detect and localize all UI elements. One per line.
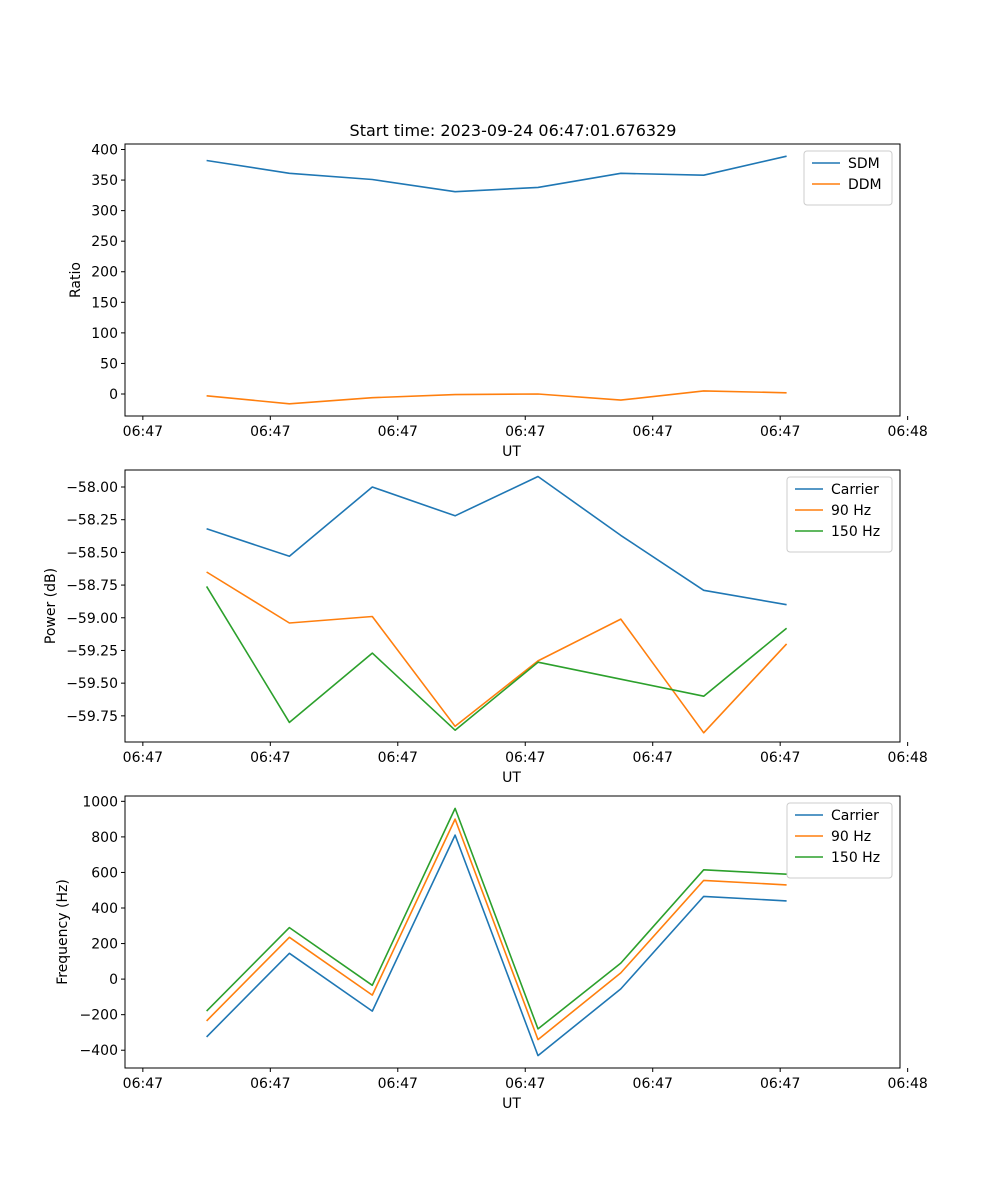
y-tick-label: 150 — [91, 295, 118, 311]
figure-title: Start time: 2023-09-24 06:47:01.676329 — [350, 121, 677, 140]
x-tick-label: 06:47 — [633, 1076, 673, 1092]
x-tick-label: 06:47 — [633, 424, 673, 440]
x-axis-label: UT — [502, 770, 521, 786]
x-tick-label: 06:47 — [250, 750, 290, 766]
y-tick-label: 0 — [109, 387, 118, 403]
x-tick-label: 06:47 — [760, 1076, 800, 1092]
legend-label: Carrier — [831, 482, 879, 498]
y-tick-label: −58.75 — [66, 578, 118, 594]
y-tick-label: −59.25 — [66, 643, 118, 659]
y-tick-label: 400 — [91, 901, 118, 917]
x-tick-label: 06:47 — [633, 750, 673, 766]
series-line-sdm — [206, 155, 787, 193]
y-tick-label: 250 — [91, 234, 118, 250]
y-axis-label: Ratio — [68, 262, 84, 298]
y-tick-label: −400 — [80, 1043, 118, 1059]
legend-box — [786, 802, 893, 879]
y-tick-label: 1000 — [82, 794, 118, 810]
y-tick-label: −59.50 — [66, 676, 118, 692]
y-tick-label: 600 — [91, 865, 118, 881]
x-tick-label: 06:47 — [505, 424, 545, 440]
y-tick-label: 200 — [91, 265, 118, 281]
x-tick-label: 06:48 — [887, 750, 927, 766]
legend: Carrier 90 Hz 150 Hz — [786, 476, 893, 553]
legend-label: 90 Hz — [831, 503, 871, 519]
y-tick-label: −200 — [80, 1008, 118, 1024]
y-tick-label: −58.00 — [66, 480, 118, 496]
frequency-chart: 06:47 06:47 06:47 06:47 06:47 06:47 06:48 −400 −… — [55, 794, 928, 1112]
x-tick-label: 06:47 — [505, 750, 545, 766]
x-tick-label: 06:47 — [378, 750, 418, 766]
x-tick-label: 06:47 — [123, 750, 163, 766]
x-axis-label: UT — [502, 1096, 521, 1112]
axes-frame — [124, 469, 901, 743]
x-tick-label: 06:47 — [123, 424, 163, 440]
legend-label: 90 Hz — [831, 829, 871, 845]
x-tick-label: 06:47 — [505, 1076, 545, 1092]
y-tick-label: −58.50 — [66, 545, 118, 561]
legend-label: 150 Hz — [831, 850, 880, 866]
legend-label: Carrier — [831, 808, 879, 824]
series-line-carrier — [206, 475, 787, 606]
power-chart: 06:47 06:47 06:47 06:47 06:47 06:47 06:48 −59.7… — [43, 469, 928, 786]
legend: SDM DDM — [803, 150, 893, 206]
y-tick-label: 50 — [100, 356, 118, 372]
x-tick-label: 06:47 — [760, 750, 800, 766]
x-tick-label: 06:48 — [887, 424, 927, 440]
y-tick-label: 300 — [91, 204, 118, 220]
x-tick-label: 06:47 — [250, 424, 290, 440]
x-tick-label: 06:47 — [378, 1076, 418, 1092]
legend-label: 150 Hz — [831, 524, 880, 540]
legend-label: SDM — [848, 156, 880, 172]
x-tick-label: 06:47 — [378, 424, 418, 440]
series-line-90-hz — [206, 571, 788, 734]
legend-box — [803, 150, 893, 206]
y-axis-label: Frequency (Hz) — [55, 879, 71, 985]
y-tick-label: 800 — [91, 830, 118, 846]
x-axis-label: UT — [502, 444, 521, 460]
x-tick-label: 06:47 — [123, 1076, 163, 1092]
axes-frame — [124, 143, 901, 417]
legend-box — [786, 476, 893, 553]
y-tick-label: −59.00 — [66, 611, 118, 627]
series-line-ddm — [206, 390, 787, 405]
series-line-150-hz — [206, 807, 787, 1030]
y-tick-label: 100 — [91, 326, 118, 342]
legend-label: DDM — [848, 177, 882, 193]
y-tick-label: 400 — [91, 143, 118, 159]
series-line-150-hz — [205, 585, 788, 732]
y-tick-label: 0 — [109, 972, 118, 988]
y-tick-label: −59.75 — [66, 709, 118, 725]
x-tick-label: 06:48 — [887, 1076, 927, 1092]
axes-frame — [124, 795, 901, 1069]
y-axis-label: Power (dB) — [43, 568, 59, 644]
legend: Carrier 90 Hz 150 Hz — [786, 802, 893, 879]
ratio-chart: 06:47 06:47 06:47 06:47 06:47 06:47 06:48 0 50 10… — [68, 143, 928, 460]
series-line-90-hz — [206, 818, 787, 1041]
y-tick-label: 200 — [91, 937, 118, 953]
x-tick-label: 06:47 — [760, 424, 800, 440]
y-tick-label: 350 — [91, 173, 118, 189]
y-tick-label: −58.25 — [66, 513, 118, 529]
x-tick-label: 06:47 — [250, 1076, 290, 1092]
series-line-carrier — [206, 834, 787, 1057]
